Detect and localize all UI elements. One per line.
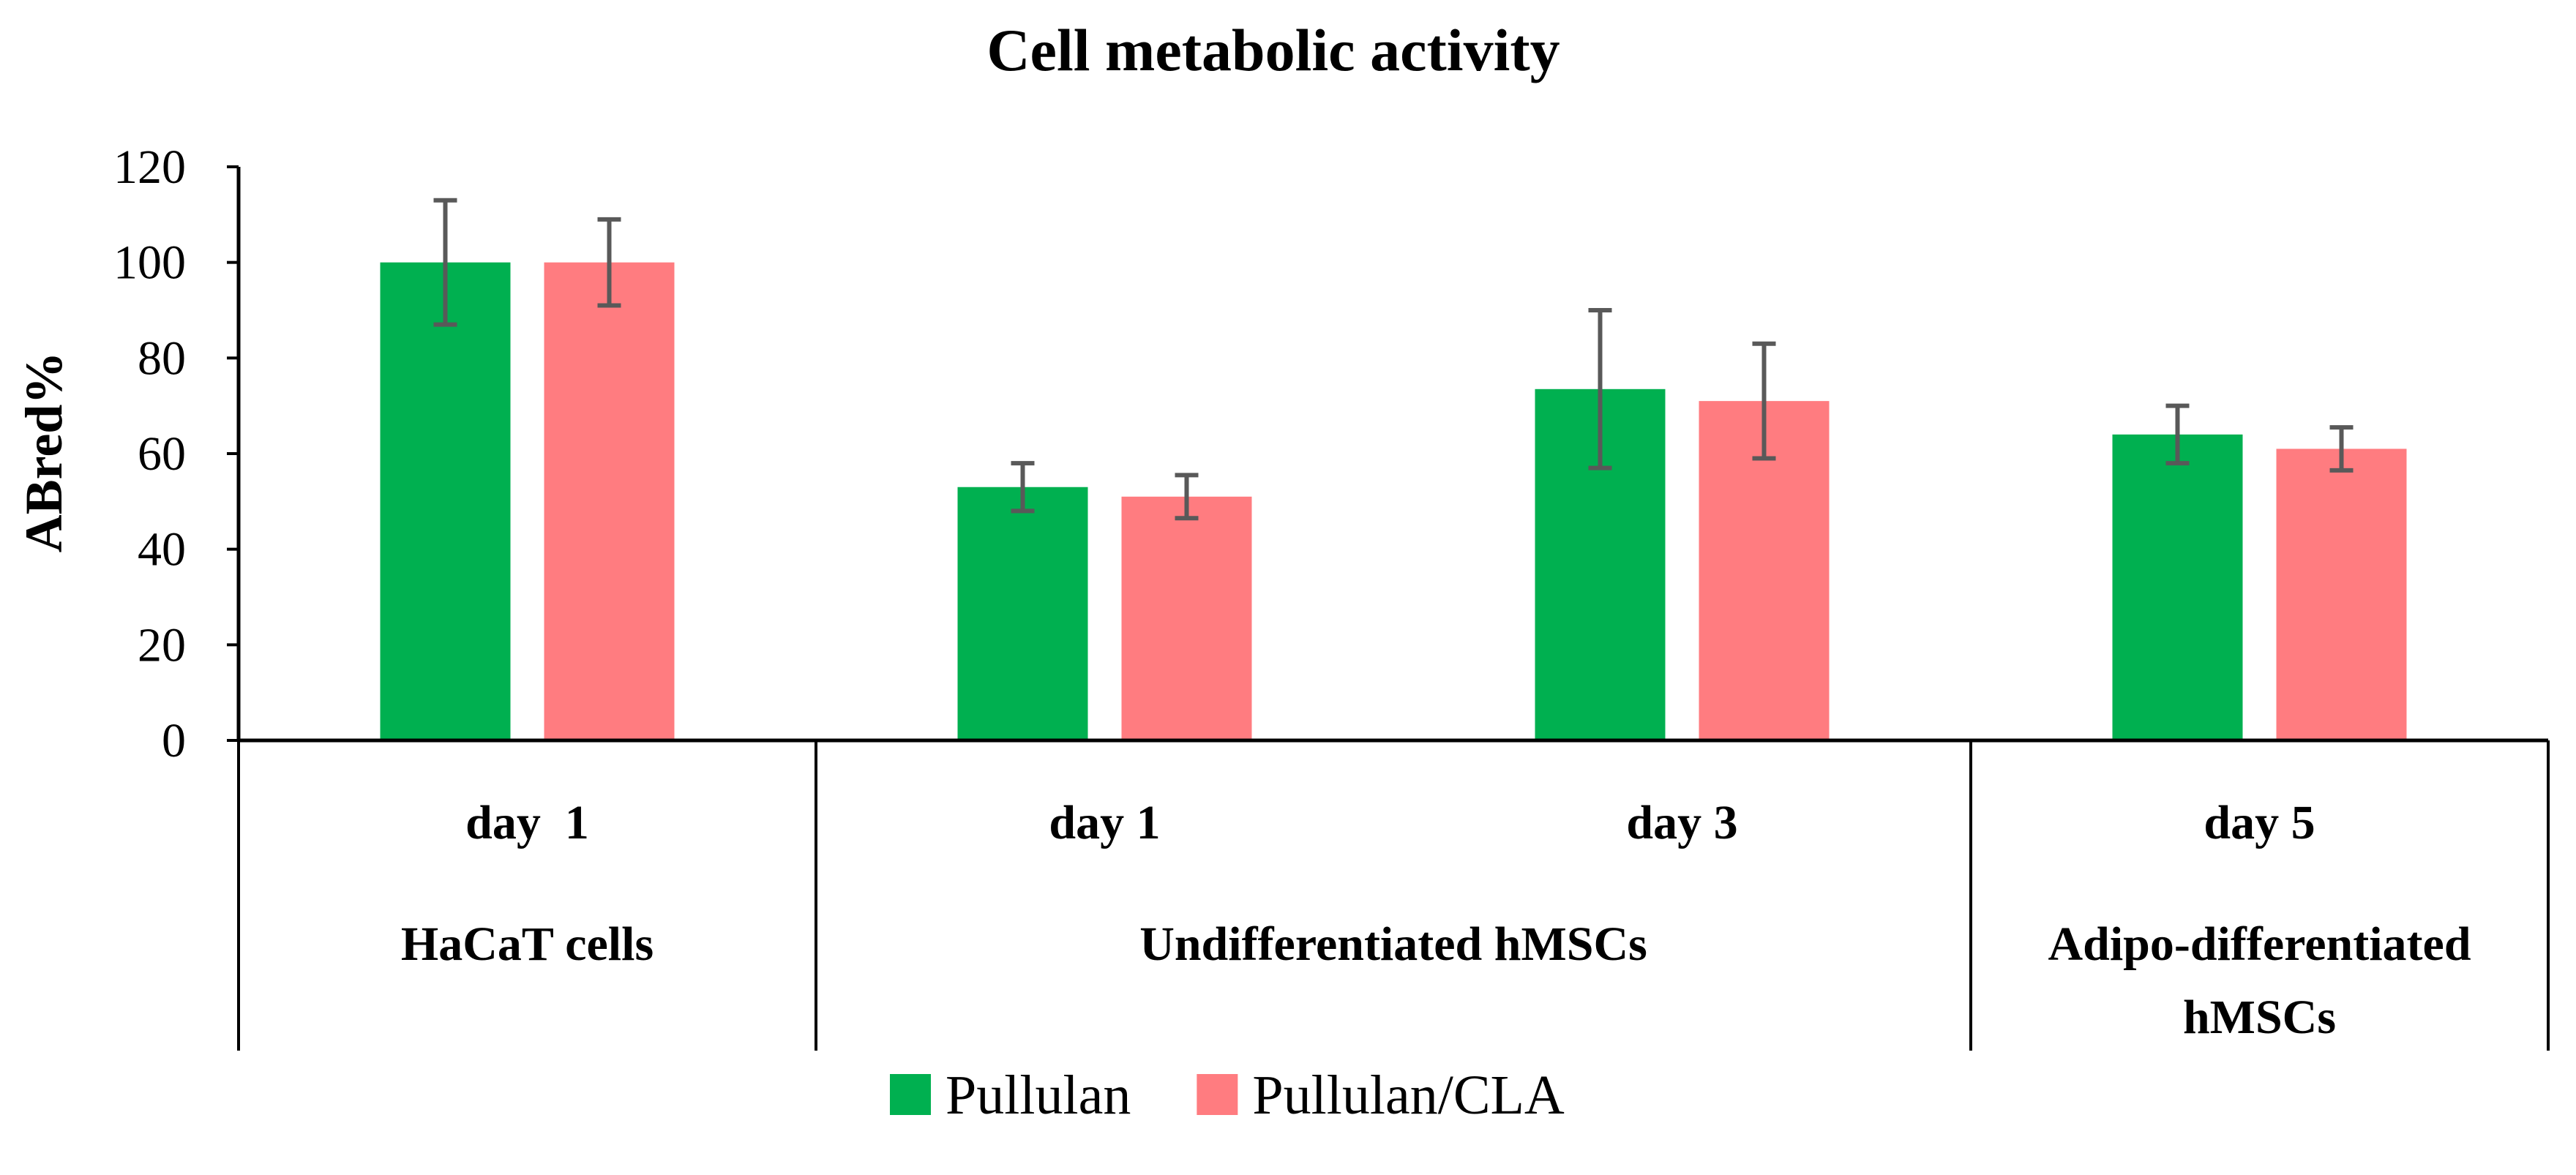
group-label: hMSCs	[2183, 991, 2336, 1044]
legend: Pullulan Pullulan/CLA	[890, 1065, 1565, 1126]
y-tick-label: 80	[138, 331, 186, 385]
error-bar	[433, 198, 457, 327]
y-axis-label: ABred%	[15, 352, 73, 553]
y-tick-label: 40	[138, 523, 186, 577]
y-tick-label: 20	[138, 618, 186, 672]
legend-swatch	[890, 1074, 931, 1115]
y-tick-label: 100	[113, 236, 186, 290]
x-tick-label: day 1	[465, 796, 589, 849]
group-label: Undifferentiated hMSCs	[1139, 917, 1647, 971]
x-tick-label: day 1	[1049, 796, 1160, 849]
x-axis: day 1 day 1 day 3 day 5 HaCaT cells Undiffere…	[237, 738, 2550, 1051]
legend-swatch	[1197, 1074, 1238, 1115]
y-tick-label: 60	[138, 427, 186, 481]
group-label: HaCaT cells	[401, 917, 654, 971]
legend-label: Pullulan	[946, 1065, 1131, 1126]
chart-title: Cell metabolic activity	[986, 17, 1560, 83]
bar-pullulan-3	[2112, 434, 2243, 740]
error-bar	[2329, 425, 2354, 473]
error-bar	[1588, 308, 1612, 470]
bar-pullulan-cla-1	[1121, 496, 1252, 740]
x-tick-label: day 3	[1626, 796, 1737, 849]
y-tick-label: 0	[162, 714, 186, 767]
x-tick-label: day 5	[2204, 796, 2315, 849]
error-bar	[1175, 473, 1199, 521]
legend-item-pullulan-cla: Pullulan/CLA	[1197, 1065, 1565, 1126]
error-bar	[1752, 341, 1776, 461]
bar-pullulan-1	[957, 487, 1088, 740]
error-bar	[2165, 403, 2190, 466]
bar-pullulan-0	[380, 262, 511, 741]
y-axis: 0 20 40 60 80 100 120	[113, 140, 241, 767]
bars	[380, 198, 2407, 741]
legend-label: Pullulan/CLA	[1252, 1065, 1565, 1126]
group-label: Adipo-differentiated	[2048, 917, 2471, 971]
error-bar	[1011, 461, 1035, 514]
bar-pullulan-cla-0	[544, 262, 675, 741]
bar-pullulan-cla-3	[2276, 448, 2407, 740]
y-tick-label: 120	[113, 140, 186, 194]
legend-item-pullulan: Pullulan	[890, 1065, 1131, 1126]
error-bar	[597, 217, 621, 308]
